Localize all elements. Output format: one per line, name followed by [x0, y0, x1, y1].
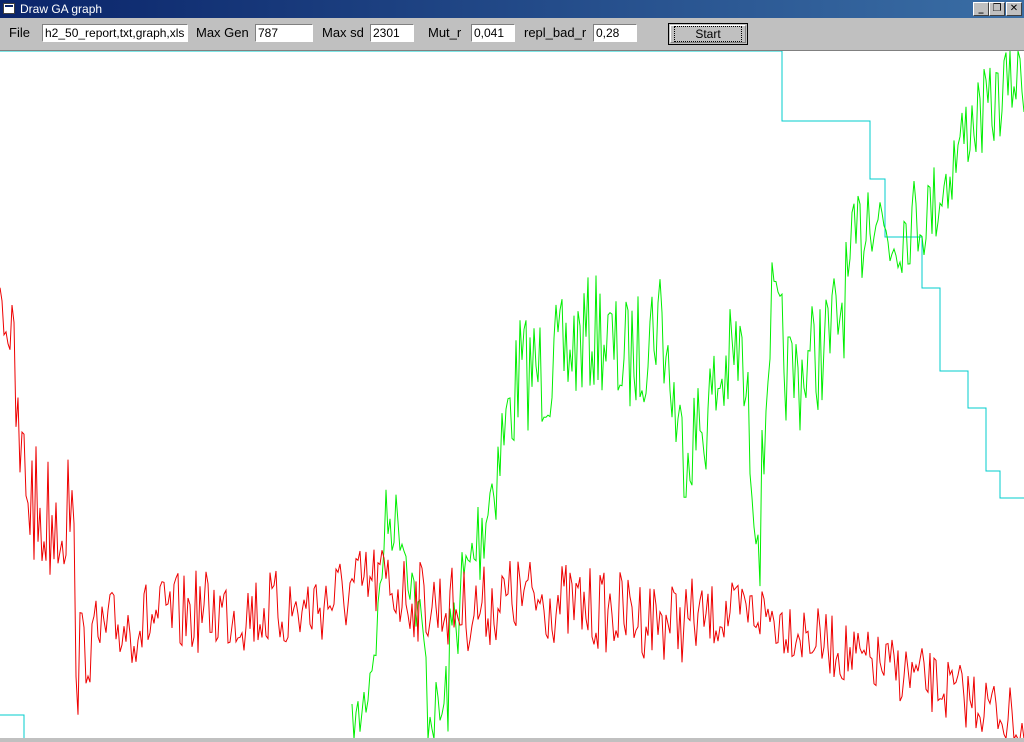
series-line-3 — [0, 287, 1024, 739]
start-button[interactable]: Start — [668, 23, 748, 45]
max-sd-input[interactable]: 2301 — [370, 24, 414, 42]
window-title: Draw GA graph — [20, 2, 103, 16]
file-input[interactable]: h2_50_report,txt,graph,xls — [42, 24, 188, 42]
restore-button[interactable]: ❐ — [989, 2, 1005, 16]
title-bar: Draw GA graph _ ❐ ✕ — [0, 0, 1024, 18]
repl-bad-r-input[interactable]: 0,28 — [593, 24, 637, 42]
file-label: File — [9, 25, 30, 40]
mut-r-label: Mut_r — [428, 25, 462, 40]
series-line-1-start — [0, 714, 25, 739]
graph-area — [0, 50, 1024, 739]
series-line-1 — [0, 51, 1024, 499]
toolbar: File h2_50_report,txt,graph,xls Max Gen … — [0, 18, 1024, 49]
max-gen-label: Max Gen — [196, 25, 249, 40]
start-button-label: Start — [674, 26, 742, 42]
close-button[interactable]: ✕ — [1006, 2, 1022, 16]
ga-graph — [0, 51, 1024, 739]
series-line-2 — [351, 51, 1024, 739]
app-icon — [3, 3, 15, 14]
max-sd-label: Max sd — [322, 25, 364, 40]
bottom-edge — [0, 738, 1024, 742]
max-gen-input[interactable]: 787 — [255, 24, 313, 42]
minimize-button[interactable]: _ — [973, 2, 989, 16]
repl-bad-r-label: repl_bad_r — [524, 25, 587, 40]
mut-r-input[interactable]: 0,041 — [471, 24, 515, 42]
